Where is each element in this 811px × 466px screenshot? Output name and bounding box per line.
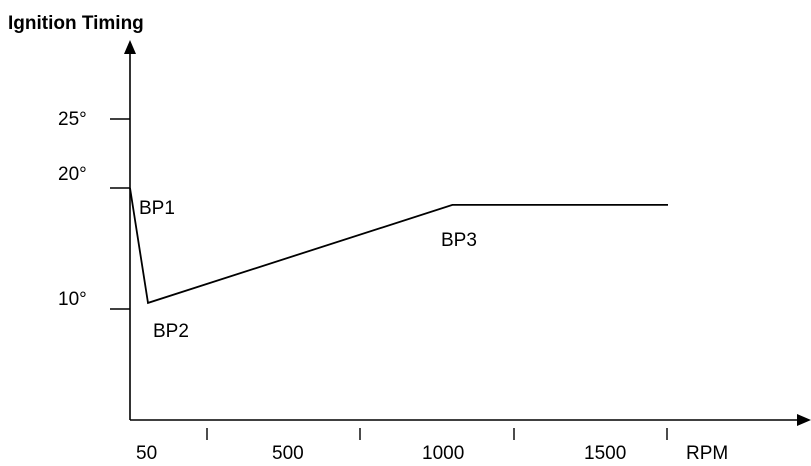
x-tick-label-1500: 1500 [584, 443, 626, 464]
y-tick-label-20: 20° [58, 164, 87, 185]
chart-title: Ignition Timing [8, 13, 144, 34]
y-tick-marks [110, 118, 130, 310]
annotation-bp2: BP2 [153, 321, 189, 342]
annotation-bp1: BP1 [139, 198, 175, 219]
x-tick-label-50: 50 [136, 443, 157, 464]
x-tick-label-1000: 1000 [422, 443, 464, 464]
x-axis-arrow-icon [797, 414, 811, 426]
x-axis-label: RPM [686, 443, 728, 464]
x-tick-label-500: 500 [272, 443, 304, 464]
y-axis [124, 40, 136, 420]
y-axis-arrow-icon [124, 40, 136, 54]
y-tick-label-25: 25° [58, 109, 87, 130]
y-tick-label-10: 10° [58, 289, 87, 310]
series-line [129, 187, 668, 305]
x-tick-marks [206, 428, 668, 440]
annotation-bp3: BP3 [441, 230, 477, 251]
x-axis [130, 414, 811, 426]
